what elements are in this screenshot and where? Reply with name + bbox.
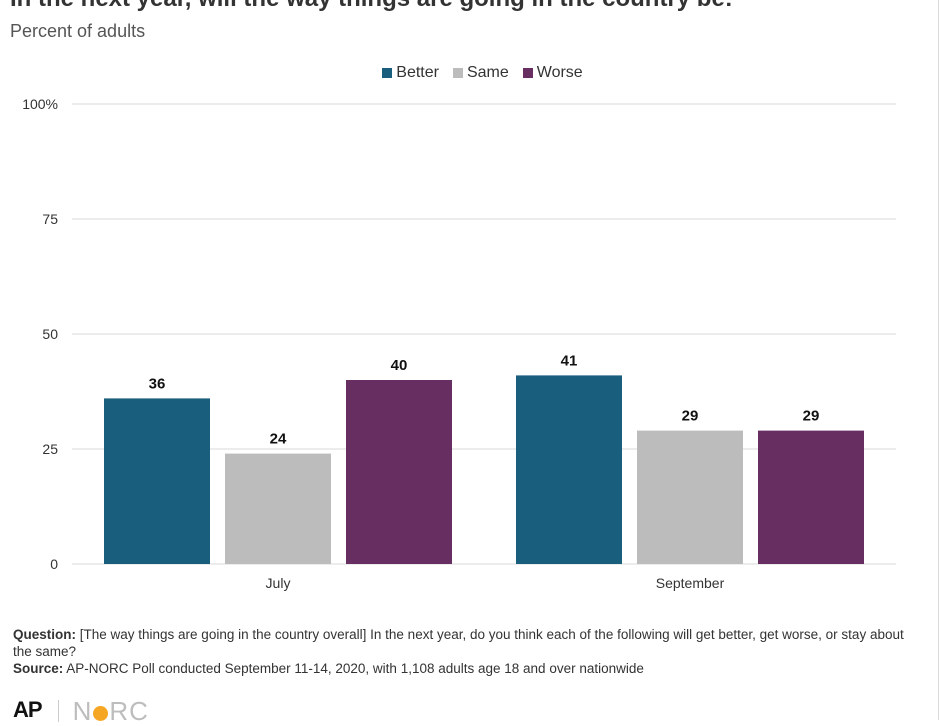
- x-tick-label: July: [266, 575, 291, 591]
- chart-title: In the next year, will the way things ar…: [10, 0, 733, 13]
- chart-subtitle: Percent of adults: [10, 21, 146, 41]
- legend-item-same[interactable]: Same: [452, 63, 509, 83]
- bar-chart: 0 25 50 75 100% 36 24 40 July 41 29 29 September: [22, 96, 896, 591]
- norc-logo-left: N: [72, 696, 93, 726]
- source-text: AP-NORC Poll conducted September 11-14, …: [63, 661, 644, 676]
- chart-footnote: Question: [The way things are going in t…: [13, 626, 913, 677]
- legend-item-worse[interactable]: Worse: [522, 63, 583, 83]
- data-label: 40: [391, 357, 408, 374]
- norc-logo: N RC: [73, 698, 149, 724]
- data-label: 29: [682, 408, 699, 425]
- bar-better-september: [516, 375, 622, 564]
- legend-label-better: Better: [396, 64, 439, 81]
- source-label: Source:: [13, 661, 64, 676]
- ap-logo: AP: [13, 697, 43, 722]
- legend-item-better[interactable]: Better: [382, 63, 439, 83]
- y-tick-label: 100%: [22, 96, 58, 112]
- norc-sun-icon: [93, 705, 109, 721]
- legend-label-worse: Worse: [536, 64, 583, 81]
- bar-better-july: [104, 398, 210, 564]
- y-tick-label: 50: [42, 326, 58, 342]
- legend-swatch-worse: [522, 68, 533, 78]
- data-label: 41: [561, 352, 578, 369]
- y-tick-label: 0: [50, 556, 58, 572]
- logo-bar: AP N RC: [13, 697, 149, 724]
- x-tick-label: September: [656, 575, 725, 591]
- legend-swatch-better: [382, 68, 393, 78]
- norc-logo-right: RC: [109, 696, 149, 726]
- y-tick-label: 25: [42, 441, 58, 457]
- data-label: 29: [803, 408, 820, 425]
- bar-worse-july: [346, 380, 452, 564]
- chart-legend: Better Same Worse: [0, 63, 940, 83]
- logo-divider: [57, 700, 59, 722]
- y-tick-label: 75: [42, 211, 58, 227]
- legend-swatch-same: [452, 68, 463, 78]
- bar-same-july: [225, 453, 331, 564]
- legend-label-same: Same: [466, 64, 509, 81]
- data-label: 36: [149, 375, 166, 392]
- data-label: 24: [270, 431, 287, 448]
- question-text: [The way things are going in the country…: [13, 627, 904, 659]
- question-label: Question:: [13, 627, 76, 642]
- bar-worse-september: [758, 430, 864, 564]
- bar-same-september: [637, 430, 743, 564]
